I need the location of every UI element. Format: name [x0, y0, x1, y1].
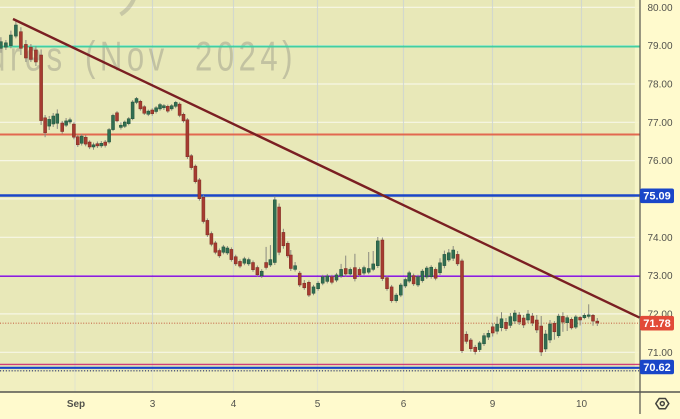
svg-text:70.62: 70.62: [643, 362, 671, 374]
svg-text:2024): 2024): [195, 33, 297, 80]
svg-text:5: 5: [315, 399, 321, 410]
svg-text:4: 4: [231, 399, 237, 410]
svg-text:78.00: 78.00: [647, 80, 672, 91]
svg-text:80.00: 80.00: [647, 3, 672, 14]
svg-text:6: 6: [401, 399, 407, 410]
svg-text:Sep: Sep: [67, 399, 85, 410]
svg-text:71.78: 71.78: [643, 318, 671, 330]
svg-text:79.00: 79.00: [647, 41, 672, 52]
svg-text:73.00: 73.00: [647, 271, 672, 282]
svg-text:77.00: 77.00: [647, 118, 672, 129]
svg-text:72.00: 72.00: [647, 310, 672, 321]
svg-text:3: 3: [150, 399, 156, 410]
svg-text:76.00: 76.00: [647, 156, 672, 167]
svg-text:75.09: 75.09: [643, 191, 671, 203]
svg-text:10: 10: [576, 399, 588, 410]
svg-text:74.00: 74.00: [647, 233, 672, 244]
svg-text:9: 9: [490, 399, 496, 410]
svg-text:71.00: 71.00: [647, 348, 672, 359]
